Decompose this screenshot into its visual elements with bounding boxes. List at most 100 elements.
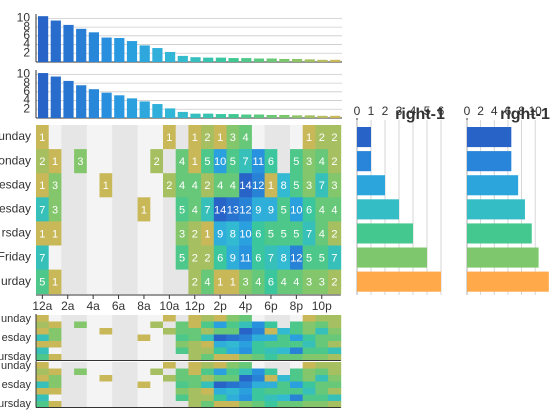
- mini-heatmap-1-cell: [302, 315, 316, 322]
- mini-heatmap-2-cell: [48, 362, 62, 369]
- mini-heatmap-2-cell: [251, 394, 265, 402]
- heatmap-cell: [124, 125, 138, 150]
- mini-heatmap-1-day-label: ursday: [0, 351, 31, 363]
- heatmap-cell: [163, 245, 177, 270]
- right-panel-2-bar: [467, 271, 549, 292]
- mini-heatmap-2-cell: [99, 381, 113, 389]
- heatmap-cell: [150, 149, 164, 174]
- heatmap-cell-label: 14: [214, 204, 226, 216]
- top-bar-bar: [152, 48, 163, 62]
- mini-heatmap-1-cell: [226, 334, 240, 342]
- hour-tick-label: 10a: [159, 299, 179, 313]
- heatmap-cell-label: 5: [179, 204, 185, 216]
- mini-heatmap-2-cell: [150, 375, 164, 382]
- heatmap-cell-label: 5: [39, 277, 45, 289]
- second-bar-bar: [126, 98, 138, 118]
- heatmap-cell-label: 7: [331, 252, 337, 264]
- heatmap-cell: [137, 245, 151, 270]
- hour-tick-label: 12a: [32, 299, 52, 313]
- heatmap-cell: [112, 149, 126, 174]
- heatmap-cell: [290, 197, 304, 222]
- mini-heatmap-1-cell: [137, 354, 151, 361]
- mini-heatmap-2-cell: [48, 394, 62, 402]
- heatmap-cell-label: 4: [281, 277, 287, 289]
- heatmap-cell: [328, 173, 342, 198]
- mini-heatmap-1-cell: [290, 334, 304, 342]
- mini-heatmap-1-cell: [74, 347, 88, 355]
- mini-heatmap-2-cell: [175, 388, 189, 395]
- mini-heatmap-2-cell: [264, 362, 278, 369]
- heatmap-cell: [264, 125, 278, 150]
- heatmap-cell: [239, 197, 253, 222]
- mini-heatmap-1-cell: [150, 347, 164, 355]
- heatmap-cell-label: 5: [268, 228, 274, 240]
- mini-heatmap-2-cell: [239, 388, 253, 395]
- mini-heatmap-2-cell: [188, 388, 202, 395]
- top-bar-bar: [292, 58, 303, 62]
- mini-heatmap-1-cell: [239, 341, 253, 348]
- mini-heatmap-2-cell: [302, 362, 316, 369]
- heatmap-cell: [48, 245, 62, 270]
- heatmap-cell: [188, 221, 202, 246]
- heatmap-cell: [163, 149, 177, 174]
- heatmap-cell: [150, 221, 164, 246]
- heatmap-cell: [163, 173, 177, 198]
- heatmap-cell: [175, 125, 189, 150]
- mini-heatmap-1-cell: [290, 354, 304, 361]
- mini-heatmap-2-cell: [315, 401, 329, 408]
- mini-heatmap-2-cell: [36, 368, 50, 376]
- mini-heatmap-1-cell: [251, 354, 265, 361]
- mini-heatmap-2-cell: [213, 381, 227, 389]
- mini-heatmap-1-cell: [315, 315, 329, 322]
- mini-heatmap-1-cell: [315, 321, 329, 329]
- heatmap-cell-label: 1: [306, 132, 312, 144]
- heatmap-cell: [188, 149, 202, 174]
- heatmap-cell-label: 2: [154, 156, 160, 168]
- mini-heatmap-1-cell: [163, 315, 177, 322]
- heatmap-cell: [226, 197, 240, 222]
- heatmap-cell-label: 4: [242, 132, 248, 144]
- mini-heatmap-1-cell: [239, 334, 253, 342]
- mini-heatmap-1-cell: [213, 354, 227, 361]
- top-bar-bar: [126, 41, 138, 62]
- heatmap-cell: [112, 245, 126, 270]
- heatmap-cell: [251, 269, 265, 295]
- mini-heatmap-1-cell: [86, 341, 100, 348]
- heatmap-cell: [302, 269, 316, 295]
- heatmap-cell: [124, 269, 138, 295]
- mini-heatmap-2-day-label: ursday: [0, 398, 31, 410]
- mini-heatmap-1-cell: [251, 347, 265, 355]
- mini-heatmap-1-cell: [175, 321, 189, 329]
- top-bar-bar: [139, 45, 150, 62]
- mini-heatmap-2-cell: [36, 388, 50, 395]
- mini-heatmap-1-cell: [150, 328, 164, 335]
- right-panel-2-xtick-label: 6: [505, 104, 512, 118]
- mini-heatmap-1-cell: [290, 347, 304, 355]
- heatmap-cell: [124, 149, 138, 174]
- mini-heatmap-2-cell: [137, 394, 151, 402]
- mini-heatmap-1-cell: [86, 354, 100, 361]
- mini-heatmap-1-cell: [188, 347, 202, 355]
- mini-heatmap-2-cell: [48, 388, 62, 395]
- heatmap-cell-label: 3: [179, 228, 185, 240]
- mini-heatmap-1-cell: [290, 328, 304, 335]
- mini-heatmap-1-cell: [188, 328, 202, 335]
- heatmap-cell: [315, 269, 329, 295]
- heatmap-cell-label: 2: [331, 277, 337, 289]
- mini-heatmap-2-cell: [277, 362, 291, 369]
- mini-heatmap-1-cell: [36, 334, 50, 342]
- top-bar-bar: [177, 55, 188, 62]
- mini-heatmap-1-cell: [61, 341, 75, 348]
- mini-heatmap-2-cell: [328, 381, 342, 389]
- mini-heatmap-1-cell: [99, 354, 113, 361]
- mini-heatmap-2-cell: [239, 401, 253, 408]
- heatmap-cell: [213, 149, 227, 174]
- heatmap-cell-label: 3: [52, 180, 58, 192]
- heatmap-cell-label: 4: [319, 204, 325, 216]
- mini-heatmap-2-cell: [99, 368, 113, 376]
- mini-heatmap-1-cell: [163, 334, 177, 342]
- mini-heatmap-1-cell: [124, 347, 138, 355]
- mini-heatmap-2-cell: [302, 401, 316, 408]
- heatmap-cell: [99, 173, 113, 198]
- mini-heatmap-1-cell: [251, 315, 265, 322]
